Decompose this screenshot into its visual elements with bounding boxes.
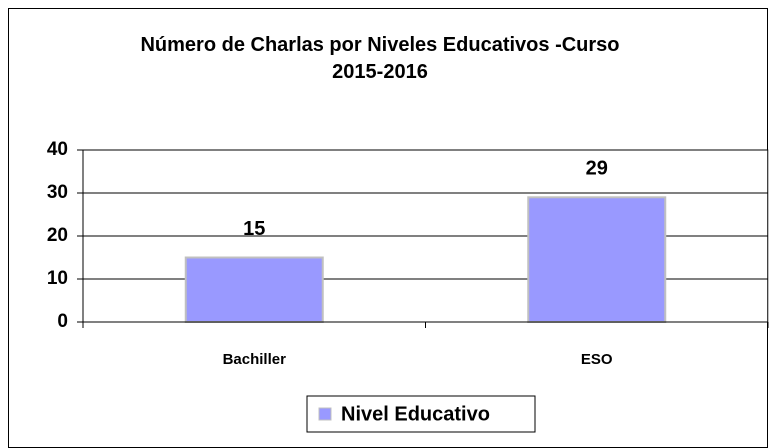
bar (184, 256, 324, 323)
legend-swatch (318, 407, 332, 421)
chart: Número de Charlas por Niveles Educativos… (8, 8, 769, 448)
data-label: 15 (243, 218, 265, 240)
x-tick-label: ESO (581, 351, 613, 368)
data-label: 29 (586, 158, 608, 180)
y-tick-label: 20 (47, 225, 68, 246)
bar (527, 196, 667, 323)
y-tick-label: 10 (47, 268, 68, 289)
y-tick-label: 40 (47, 139, 68, 160)
y-tick-label: 0 (57, 311, 68, 332)
legend-box (306, 395, 536, 433)
x-tick-label: Bachiller (223, 351, 287, 368)
y-tick-label: 30 (47, 182, 68, 203)
plot: 0 10 20 30 40 Bachiller 15 ESO 29 Nivel Educativo (47, 139, 769, 433)
chart-title: Número de Charlas por Niveles Educativos… (140, 34, 620, 83)
legend-label: Nivel Educativo (341, 403, 490, 425)
